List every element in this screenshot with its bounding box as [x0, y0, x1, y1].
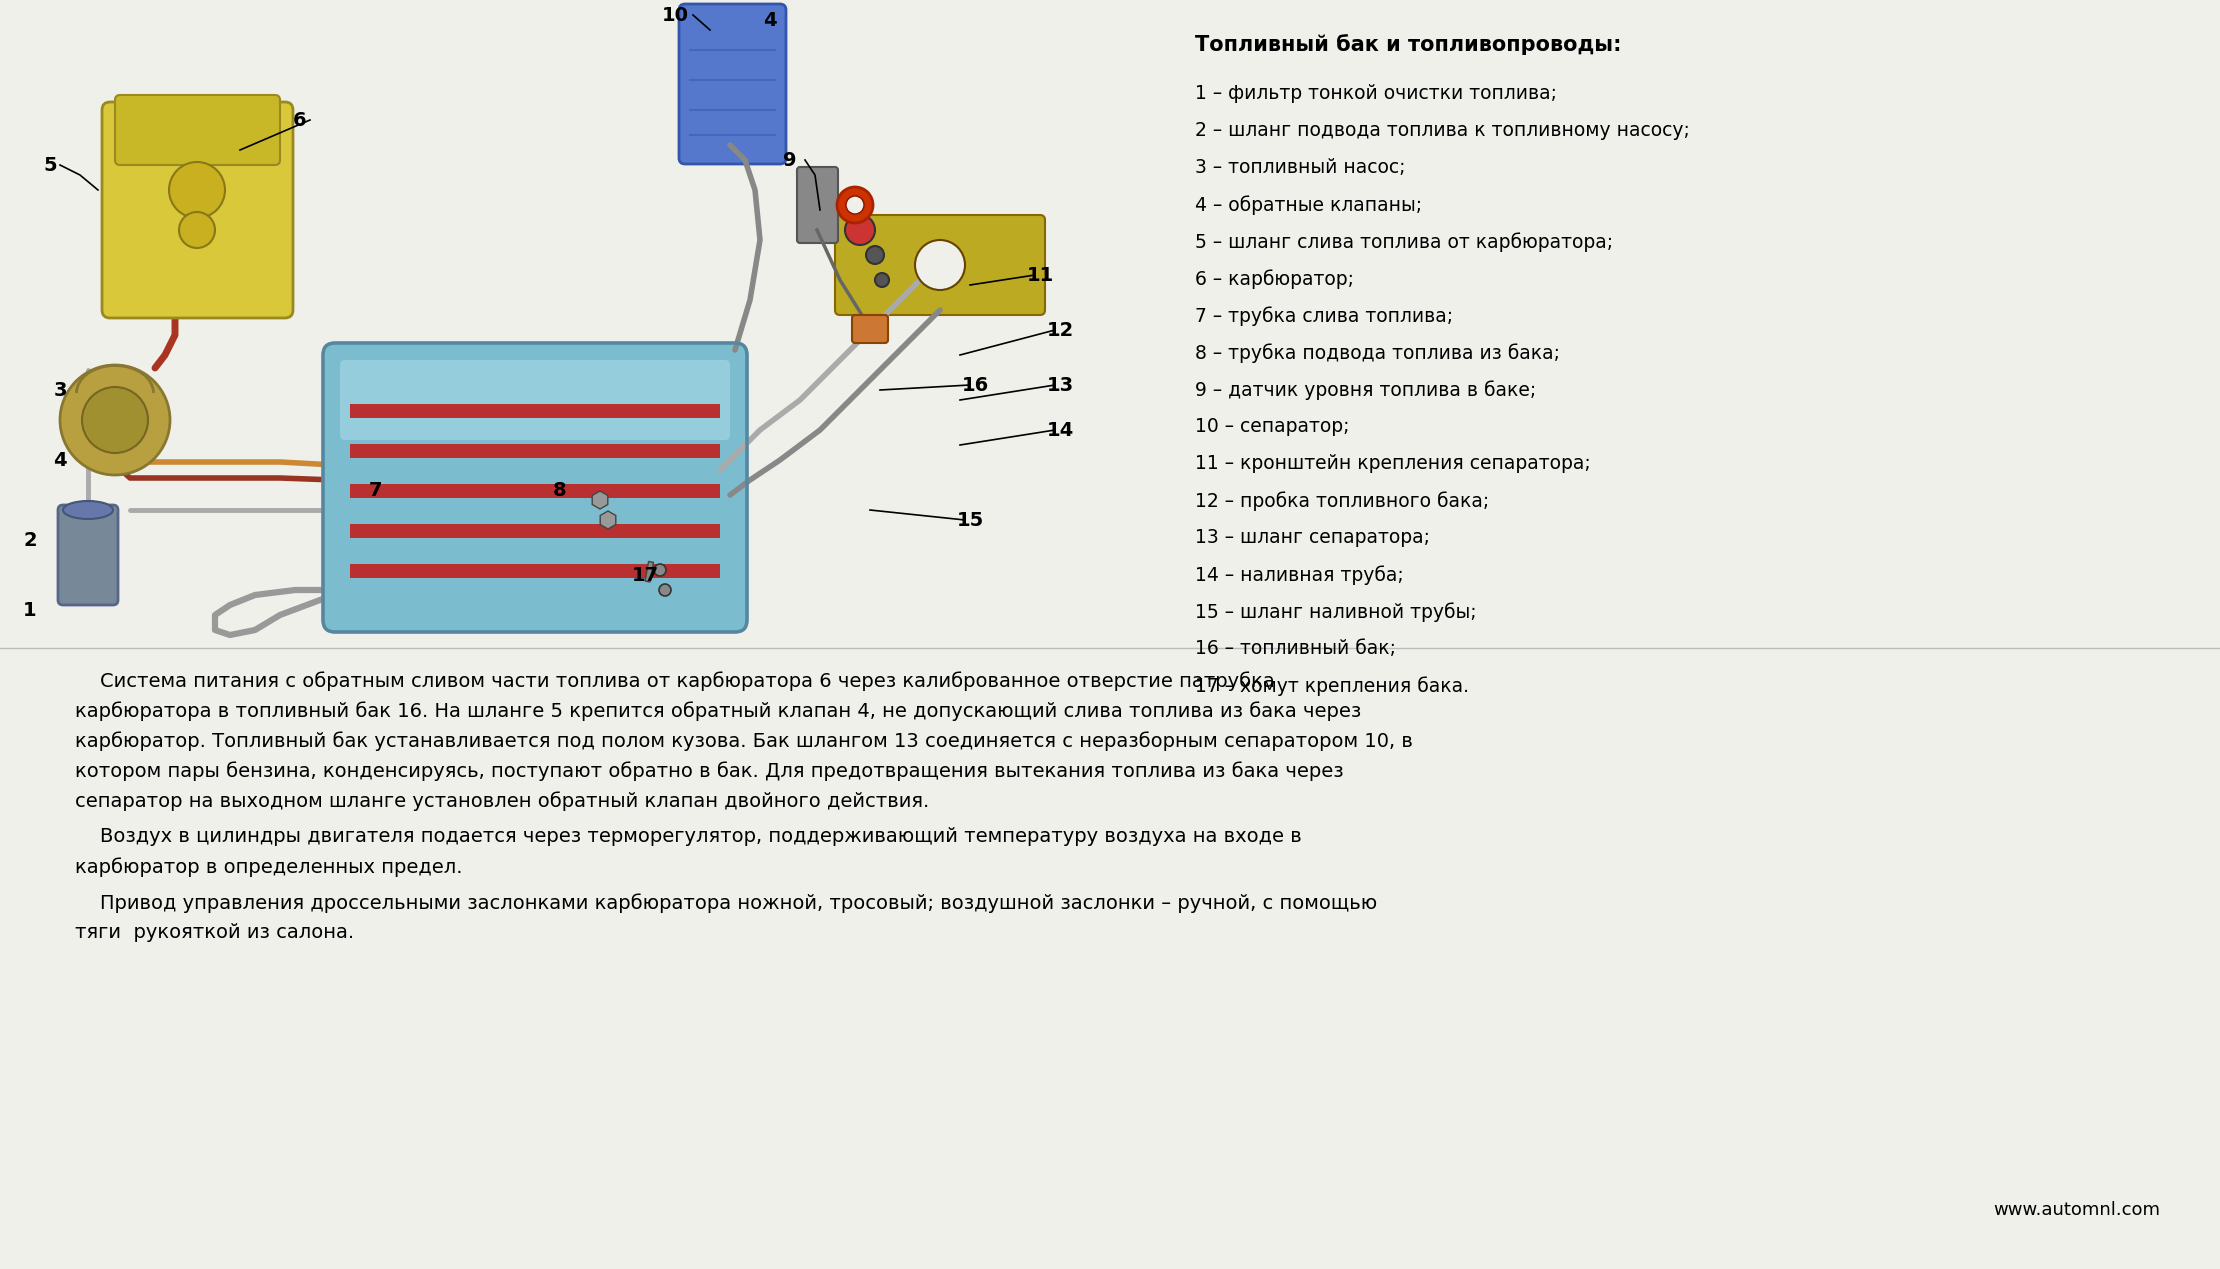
- Circle shape: [180, 212, 215, 247]
- Circle shape: [846, 195, 864, 214]
- Text: 7 – трубка слива топлива;: 7 – трубка слива топлива;: [1194, 306, 1454, 326]
- FancyBboxPatch shape: [102, 102, 293, 319]
- Text: 13 – шланг сепаратора;: 13 – шланг сепаратора;: [1194, 528, 1430, 547]
- Bar: [351, 444, 719, 458]
- Text: www.automnl.com: www.automnl.com: [1994, 1200, 2160, 1220]
- Text: 14 – наливная труба;: 14 – наливная труба;: [1194, 565, 1403, 585]
- Text: 4: 4: [53, 450, 67, 470]
- Circle shape: [82, 387, 149, 453]
- Text: 17 – хомут крепления бака.: 17 – хомут крепления бака.: [1194, 676, 1470, 695]
- Text: 12 – пробка топливного бака;: 12 – пробка топливного бака;: [1194, 491, 1490, 510]
- Bar: [351, 563, 719, 577]
- Text: карбюратор в определенных предел.: карбюратор в определенных предел.: [75, 857, 462, 877]
- Text: 16 – топливный бак;: 16 – топливный бак;: [1194, 640, 1396, 659]
- Text: 2: 2: [22, 530, 38, 549]
- Circle shape: [169, 162, 224, 218]
- Circle shape: [837, 187, 872, 223]
- Text: Привод управления дроссельными заслонками карбюратора ножной, тросовый; воздушно: Привод управления дроссельными заслонкам…: [75, 893, 1376, 912]
- Text: Система питания с обратным сливом части топлива от карбюратора 6 через калиброва: Система питания с обратным сливом части …: [75, 671, 1274, 690]
- Text: 15 – шланг наливной трубы;: 15 – шланг наливной трубы;: [1194, 602, 1476, 622]
- FancyBboxPatch shape: [679, 4, 786, 164]
- Text: 9 – датчик уровня топлива в баке;: 9 – датчик уровня топлива в баке;: [1194, 379, 1536, 400]
- Text: 1 – фильтр тонкой очистки топлива;: 1 – фильтр тонкой очистки топлива;: [1194, 84, 1556, 103]
- FancyBboxPatch shape: [835, 214, 1046, 315]
- Text: 11 – кронштейн крепления сепаратора;: 11 – кронштейн крепления сепаратора;: [1194, 454, 1592, 473]
- Text: Воздух в цилиндры двигателя подается через терморегулятор, поддерживающий темпер: Воздух в цилиндры двигателя подается чер…: [75, 827, 1301, 846]
- Text: 10 – сепаратор;: 10 – сепаратор;: [1194, 418, 1350, 437]
- FancyBboxPatch shape: [115, 95, 280, 165]
- Text: 7: 7: [369, 481, 382, 500]
- FancyBboxPatch shape: [852, 315, 888, 343]
- Text: 6 – карбюратор;: 6 – карбюратор;: [1194, 269, 1354, 288]
- Text: 17: 17: [630, 566, 659, 585]
- Text: 16: 16: [961, 376, 988, 395]
- FancyBboxPatch shape: [797, 168, 837, 242]
- Text: Топливный бак и топливопроводы:: Топливный бак и топливопроводы:: [1194, 34, 1621, 55]
- Text: 15: 15: [957, 510, 983, 529]
- Text: тяги  рукояткой из салона.: тяги рукояткой из салона.: [75, 923, 355, 942]
- Text: 11: 11: [1026, 265, 1054, 284]
- Text: 10: 10: [662, 5, 688, 24]
- FancyBboxPatch shape: [322, 343, 746, 632]
- Circle shape: [60, 365, 171, 475]
- Text: 14: 14: [1046, 420, 1074, 439]
- Bar: [351, 404, 719, 418]
- Text: 5: 5: [42, 156, 58, 175]
- Text: 4: 4: [764, 10, 777, 29]
- Text: 3: 3: [53, 381, 67, 400]
- Text: 5 – шланг слива топлива от карбюратора;: 5 – шланг слива топлива от карбюратора;: [1194, 232, 1614, 251]
- Text: карбюратора в топливный бак 16. На шланге 5 крепится обратный клапан 4, не допус: карбюратора в топливный бак 16. На шланг…: [75, 700, 1361, 721]
- Circle shape: [915, 240, 966, 291]
- Text: 13: 13: [1046, 376, 1074, 395]
- Bar: [646, 561, 653, 582]
- Bar: [351, 524, 719, 538]
- Text: котором пары бензина, конденсируясь, поступают обратно в бак. Для предотвращения: котором пары бензина, конденсируясь, пос…: [75, 761, 1343, 780]
- Text: 12: 12: [1046, 321, 1074, 340]
- Text: 6: 6: [293, 110, 306, 129]
- Text: сепаратор на выходном шланге установлен обратный клапан двойного действия.: сепаратор на выходном шланге установлен …: [75, 791, 930, 811]
- Text: 2 – шланг подвода топлива к топливному насосу;: 2 – шланг подвода топлива к топливному н…: [1194, 121, 1689, 140]
- FancyBboxPatch shape: [340, 360, 730, 440]
- Bar: [351, 483, 719, 497]
- Text: карбюратор. Топливный бак устанавливается под полом кузова. Бак шлангом 13 соеди: карбюратор. Топливный бак устанавливаетс…: [75, 731, 1412, 751]
- Text: 3 – топливный насос;: 3 – топливный насос;: [1194, 159, 1405, 176]
- Ellipse shape: [62, 501, 113, 519]
- Circle shape: [866, 246, 884, 264]
- FancyBboxPatch shape: [58, 505, 118, 605]
- Text: 1: 1: [22, 600, 38, 619]
- Circle shape: [846, 214, 875, 245]
- Circle shape: [875, 273, 888, 287]
- Circle shape: [655, 563, 666, 576]
- Text: 8 – трубка подвода топлива из бака;: 8 – трубка подвода топлива из бака;: [1194, 343, 1561, 363]
- Text: 4 – обратные клапаны;: 4 – обратные клапаны;: [1194, 195, 1423, 214]
- Text: 8: 8: [553, 481, 566, 500]
- Circle shape: [659, 584, 670, 596]
- Text: 9: 9: [784, 151, 797, 170]
